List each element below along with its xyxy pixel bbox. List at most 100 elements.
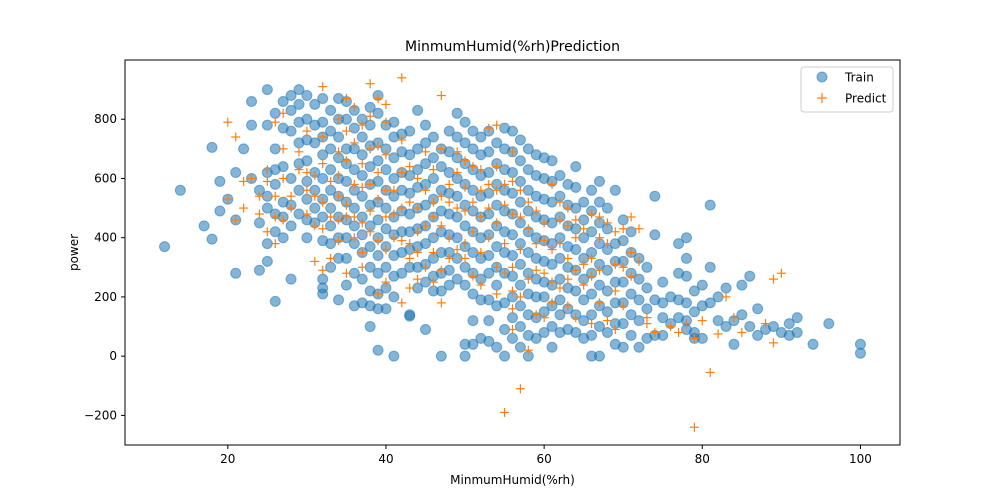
train-point	[317, 288, 329, 300]
train-point	[736, 309, 748, 321]
predict-point	[626, 212, 636, 222]
train-point	[546, 321, 558, 333]
train-point	[673, 238, 685, 250]
predict-point	[452, 245, 462, 255]
train-point	[578, 196, 590, 208]
predict-point	[539, 268, 549, 278]
train-point	[388, 172, 400, 184]
train-point	[720, 282, 732, 294]
predict-point	[341, 200, 351, 210]
predict-point	[547, 179, 557, 189]
train-point	[657, 276, 669, 288]
predict-point	[555, 239, 565, 249]
predict-point	[539, 236, 549, 246]
predict-point	[413, 248, 423, 257]
predict-point	[476, 280, 486, 290]
predict-point	[223, 117, 233, 127]
train-point	[507, 187, 518, 199]
predict-point	[262, 227, 272, 237]
predict-point	[341, 156, 351, 166]
train-point	[657, 329, 669, 341]
train-point	[293, 84, 305, 96]
train-point	[483, 249, 495, 261]
predict-point	[452, 147, 462, 157]
train-point	[688, 306, 700, 318]
predict-point	[223, 194, 233, 204]
predict-point	[531, 265, 541, 275]
train-point	[246, 95, 258, 107]
train-point	[404, 125, 416, 137]
predict-point	[389, 233, 399, 243]
train-point	[641, 261, 653, 273]
x-tick-label: 60	[536, 452, 551, 466]
train-point	[491, 137, 503, 149]
predict-point	[318, 265, 328, 275]
predict-point	[515, 384, 525, 394]
predict-point	[302, 126, 312, 136]
predict-point	[508, 209, 517, 219]
train-point	[372, 214, 384, 226]
predict-point	[381, 150, 391, 160]
train-point	[633, 273, 645, 285]
train-point	[325, 238, 337, 250]
predict-point	[334, 191, 344, 201]
y-tick-label: 200	[94, 290, 117, 304]
train-point	[214, 205, 226, 217]
train-point	[601, 326, 613, 338]
train-point	[404, 149, 416, 161]
predict-point	[484, 203, 494, 213]
predict-point	[397, 73, 407, 83]
predict-point	[563, 301, 573, 311]
train-point	[404, 310, 416, 322]
train-point	[348, 164, 360, 176]
predict-point	[460, 182, 470, 192]
predict-point	[484, 123, 494, 133]
predict-point	[500, 239, 510, 249]
train-point	[206, 141, 218, 153]
train-point	[530, 332, 542, 344]
predict-point	[270, 212, 280, 222]
predict-point	[594, 265, 604, 275]
predict-point	[468, 197, 478, 207]
train-point	[491, 241, 503, 253]
predict-point	[428, 197, 438, 207]
train-point	[554, 309, 566, 321]
predict-point	[239, 176, 249, 186]
train-point	[269, 178, 281, 190]
predict-point	[476, 212, 486, 222]
train-point	[507, 167, 518, 179]
predict-point	[302, 185, 312, 195]
predict-point	[270, 191, 280, 201]
predict-point	[460, 156, 470, 166]
predict-point	[492, 218, 502, 228]
predict-point	[579, 224, 589, 234]
predict-point	[278, 173, 288, 183]
train-point	[483, 167, 495, 179]
predict-point	[697, 316, 707, 326]
train-point	[174, 184, 186, 196]
train-point	[309, 137, 321, 149]
points-layer	[159, 73, 866, 432]
train-point	[499, 297, 511, 309]
predict-point	[705, 367, 715, 377]
train-point	[238, 143, 250, 155]
predict-point	[428, 165, 438, 175]
train-point	[593, 196, 605, 208]
train-point	[364, 241, 376, 253]
train-point	[483, 335, 495, 347]
predict-point	[357, 120, 367, 130]
train-point	[380, 303, 392, 315]
train-point	[483, 146, 495, 158]
predict-point	[721, 292, 731, 302]
train-point	[680, 297, 692, 309]
predict-point	[500, 268, 510, 278]
train-point	[309, 98, 321, 110]
train-point	[333, 131, 345, 143]
predict-point	[776, 268, 786, 278]
train-point	[372, 267, 384, 279]
train-point	[340, 252, 352, 264]
predict-point	[468, 271, 478, 281]
predict-point	[413, 274, 423, 284]
predict-point	[428, 212, 438, 222]
predict-point	[286, 203, 296, 213]
